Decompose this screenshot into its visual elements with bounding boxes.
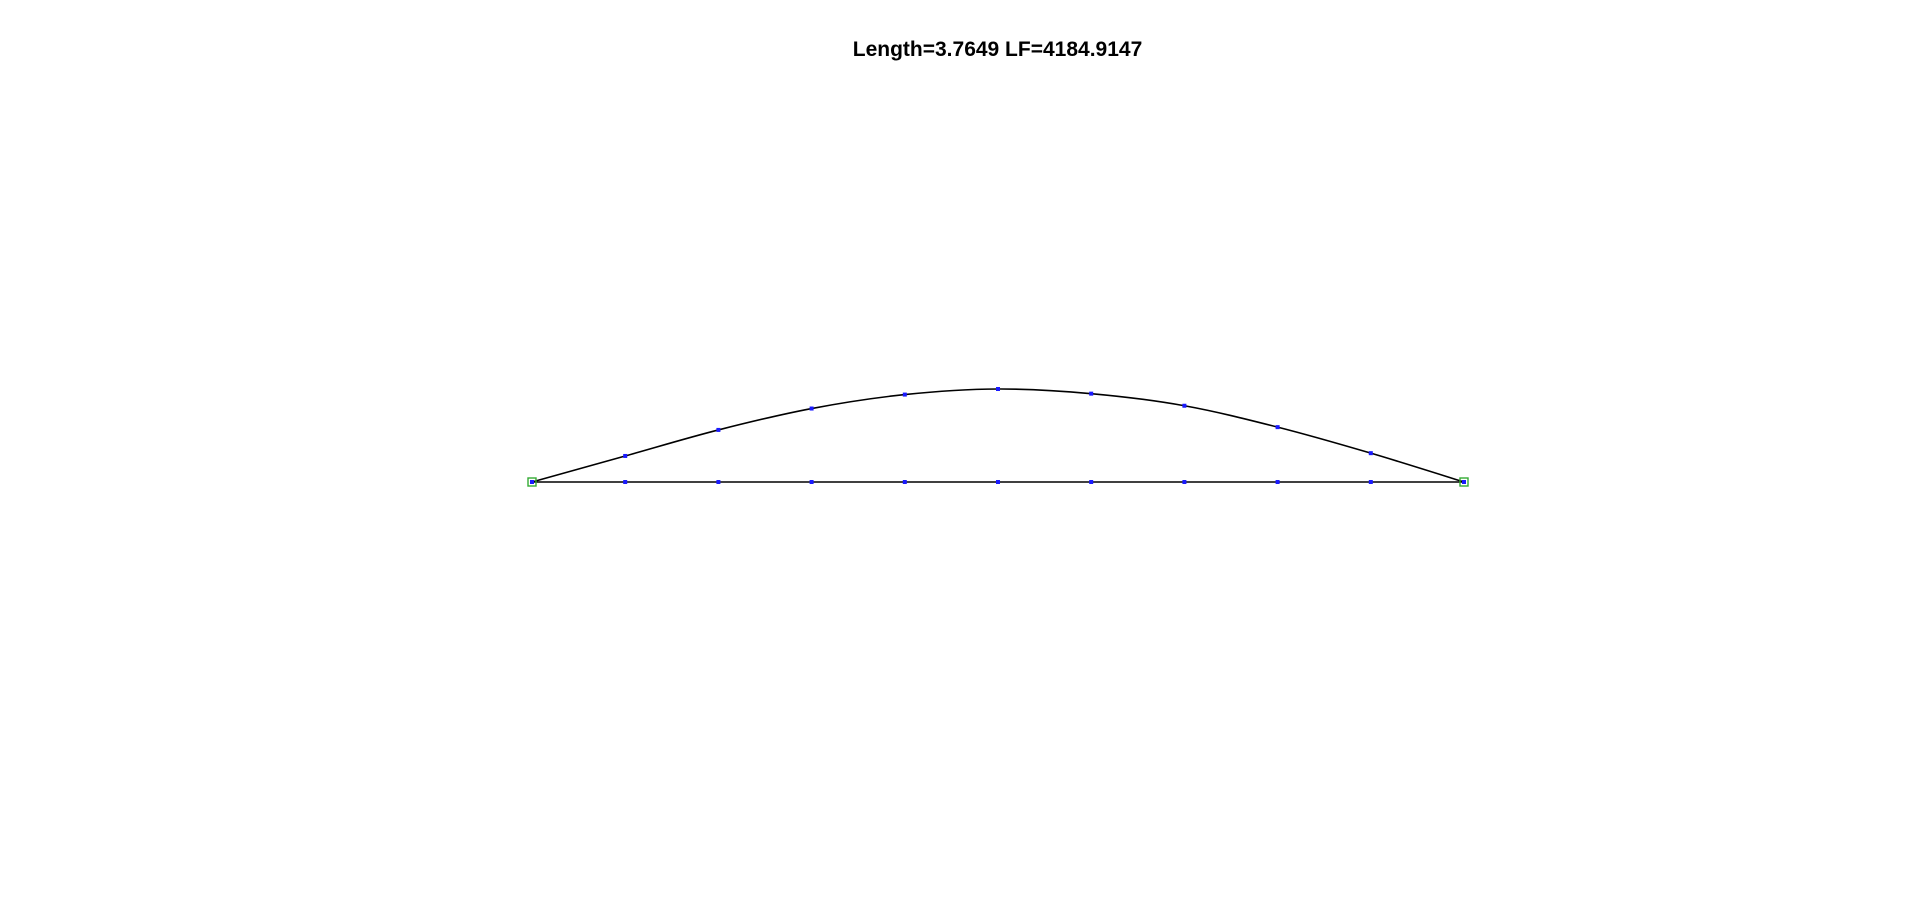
curve-node-5 xyxy=(996,387,1000,391)
nodes-layer xyxy=(530,387,1466,484)
curve-node-7 xyxy=(1182,403,1187,408)
figure-title: Length=3.7649 LF=4184.9147 xyxy=(852,38,1143,61)
baseline-node-4 xyxy=(902,480,907,484)
curve-node-8 xyxy=(1275,425,1280,430)
curve-node-4 xyxy=(902,392,907,397)
curve-node-6 xyxy=(1089,391,1094,396)
upper-curve-line xyxy=(531,388,1465,483)
baseline-node-5 xyxy=(996,480,1000,484)
baseline-node-6 xyxy=(1089,480,1094,484)
endpoint-marker-0 xyxy=(527,477,537,487)
baseline-node-9 xyxy=(1368,480,1373,484)
curve-node-3 xyxy=(809,406,814,411)
curve-node-2 xyxy=(716,427,721,432)
endpoints-layer xyxy=(527,477,1469,487)
baseline-node-10 xyxy=(1462,480,1466,484)
curves-layer xyxy=(531,388,1465,483)
baseline-node-2 xyxy=(716,480,721,484)
baseline-node-1 xyxy=(623,480,628,484)
curve-node-1 xyxy=(623,453,628,458)
curve-node-9 xyxy=(1368,451,1373,456)
endpoint-marker-1 xyxy=(1459,477,1469,487)
baseline-node-0 xyxy=(530,480,534,484)
baseline-node-7 xyxy=(1182,480,1187,484)
baseline-node-3 xyxy=(809,480,814,484)
baseline-node-8 xyxy=(1275,480,1280,484)
